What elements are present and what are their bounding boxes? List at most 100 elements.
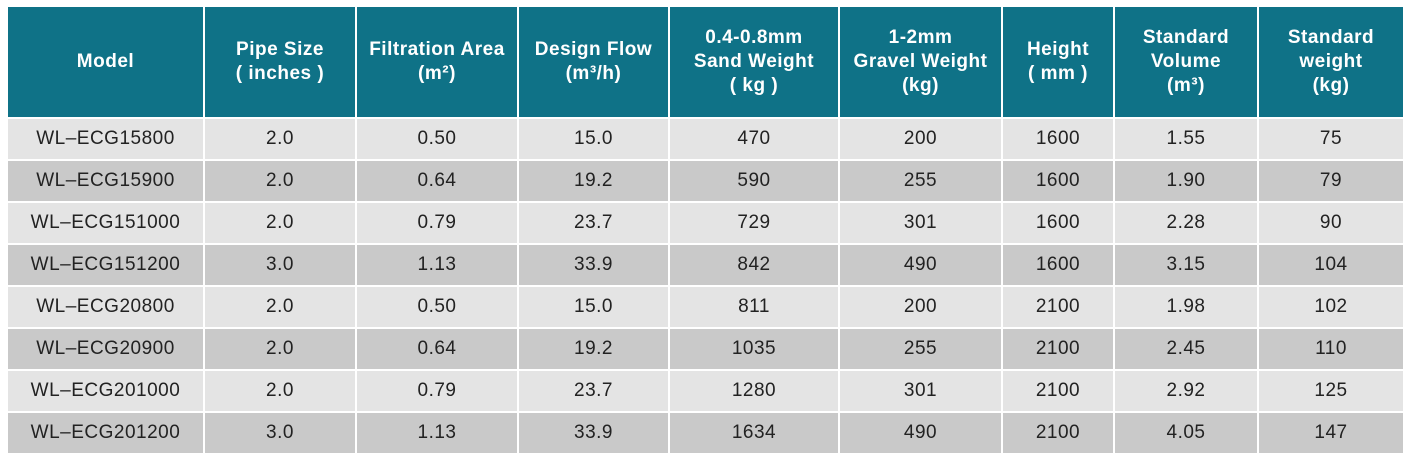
value-cell: 1.90 (1113, 159, 1259, 203)
value-cell: 842 (668, 243, 840, 287)
value-cell: 90 (1257, 201, 1405, 245)
value-cell: 110 (1257, 327, 1405, 371)
header-line: Standard (1142, 27, 1230, 48)
header-line: 0.4-0.8mm (705, 27, 803, 48)
value-cell: 0.79 (355, 369, 519, 413)
table-row: WL–ECG151000 2.0 0.79 23.7 729 301 1600 2.28 90 (6, 201, 1405, 245)
value-cell: 3.0 (203, 243, 357, 287)
value-cell: 0.50 (355, 117, 519, 161)
header-line: 1-2mm (888, 27, 953, 48)
table-row: WL–ECG151200 3.0 1.13 33.9 842 490 1600 3.15 104 (6, 243, 1405, 287)
value-cell: 2100 (1001, 327, 1115, 371)
value-cell: 102 (1257, 285, 1405, 329)
header-line: ( kg ) (729, 75, 779, 96)
value-cell: 2.28 (1113, 201, 1259, 245)
value-cell: 590 (668, 159, 840, 203)
header-cell: Height ( mm ) (1001, 5, 1115, 119)
value-cell: 79 (1257, 159, 1405, 203)
value-cell: 2100 (1001, 285, 1115, 329)
header-line: Height (1026, 39, 1090, 60)
value-cell: 2.0 (203, 201, 357, 245)
header-line: Pipe Size (236, 39, 324, 60)
value-cell: 125 (1257, 369, 1405, 413)
spec-table-wrap: Model Pipe Size ( inches ) Filtration Area (… (6, 5, 1405, 455)
value-cell: 490 (838, 411, 1003, 455)
header-line: Volume (1150, 51, 1222, 72)
value-cell: 1280 (668, 369, 840, 413)
value-cell: 490 (838, 243, 1003, 287)
table-body: WL–ECG15800 2.0 0.50 15.0 470 200 1600 1.55 75 WL… (6, 117, 1405, 455)
value-cell: 2.92 (1113, 369, 1259, 413)
value-cell: 4.05 (1113, 411, 1259, 455)
value-cell: 147 (1257, 411, 1405, 455)
value-cell: 811 (668, 285, 840, 329)
value-cell: 1600 (1001, 243, 1115, 287)
model-cell: WL–ECG151200 (6, 243, 205, 287)
header-line: Model (76, 51, 135, 72)
value-cell: 729 (668, 201, 840, 245)
spec-table: Model Pipe Size ( inches ) Filtration Area (… (6, 5, 1405, 455)
value-cell: 200 (838, 285, 1003, 329)
header-cell: Standard Volume (m³) (1113, 5, 1259, 119)
header-line: weight (1299, 51, 1363, 72)
value-cell: 2100 (1001, 411, 1115, 455)
value-cell: 1.98 (1113, 285, 1259, 329)
header-line: Gravel Weight (853, 51, 988, 72)
value-cell: 2100 (1001, 369, 1115, 413)
value-cell: 1634 (668, 411, 840, 455)
value-cell: 301 (838, 201, 1003, 245)
header-cell: Design Flow (m³/h) (517, 5, 670, 119)
value-cell: 75 (1257, 117, 1405, 161)
header-cell: 0.4-0.8mm Sand Weight ( kg ) (668, 5, 840, 119)
value-cell: 19.2 (517, 159, 670, 203)
table-row: WL–ECG20900 2.0 0.64 19.2 1035 255 2100 2.45 110 (6, 327, 1405, 371)
model-cell: WL–ECG20800 (6, 285, 205, 329)
value-cell: 3.0 (203, 411, 357, 455)
value-cell: 1600 (1001, 159, 1115, 203)
value-cell: 1.13 (355, 411, 519, 455)
header-line: Design Flow (534, 39, 653, 60)
header-line: Standard (1287, 27, 1375, 48)
model-cell: WL–ECG20900 (6, 327, 205, 371)
value-cell: 15.0 (517, 117, 670, 161)
value-cell: 1.13 (355, 243, 519, 287)
value-cell: 1035 (668, 327, 840, 371)
header-line: (kg) (1312, 75, 1350, 96)
value-cell: 1.55 (1113, 117, 1259, 161)
header-line: (m³) (1167, 75, 1205, 96)
value-cell: 301 (838, 369, 1003, 413)
header-line: Filtration Area (369, 39, 505, 60)
value-cell: 0.79 (355, 201, 519, 245)
table-row: WL–ECG201200 3.0 1.13 33.9 1634 490 2100 4.05 14… (6, 411, 1405, 455)
value-cell: 15.0 (517, 285, 670, 329)
value-cell: 255 (838, 159, 1003, 203)
value-cell: 255 (838, 327, 1003, 371)
value-cell: 19.2 (517, 327, 670, 371)
header-cell: 1-2mm Gravel Weight (kg) (838, 5, 1003, 119)
value-cell: 470 (668, 117, 840, 161)
value-cell: 2.0 (203, 285, 357, 329)
value-cell: 2.45 (1113, 327, 1259, 371)
value-cell: 1600 (1001, 117, 1115, 161)
value-cell: 104 (1257, 243, 1405, 287)
value-cell: 33.9 (517, 411, 670, 455)
value-cell: 23.7 (517, 201, 670, 245)
value-cell: 200 (838, 117, 1003, 161)
model-cell: WL–ECG201000 (6, 369, 205, 413)
header-cell: Filtration Area (m²) (355, 5, 519, 119)
header-line: Sand Weight (693, 51, 815, 72)
header-cell: Pipe Size ( inches ) (203, 5, 357, 119)
model-cell: WL–ECG15900 (6, 159, 205, 203)
model-cell: WL–ECG201200 (6, 411, 205, 455)
header-line: ( inches ) (235, 63, 325, 84)
table-row: WL–ECG20800 2.0 0.50 15.0 811 200 2100 1.98 102 (6, 285, 1405, 329)
value-cell: 23.7 (517, 369, 670, 413)
model-cell: WL–ECG15800 (6, 117, 205, 161)
model-cell: WL–ECG151000 (6, 201, 205, 245)
table-row: WL–ECG15900 2.0 0.64 19.2 590 255 1600 1.90 79 (6, 159, 1405, 203)
value-cell: 0.64 (355, 159, 519, 203)
header-cell: Standard weight (kg) (1257, 5, 1405, 119)
header-cell: Model (6, 5, 205, 119)
value-cell: 3.15 (1113, 243, 1259, 287)
